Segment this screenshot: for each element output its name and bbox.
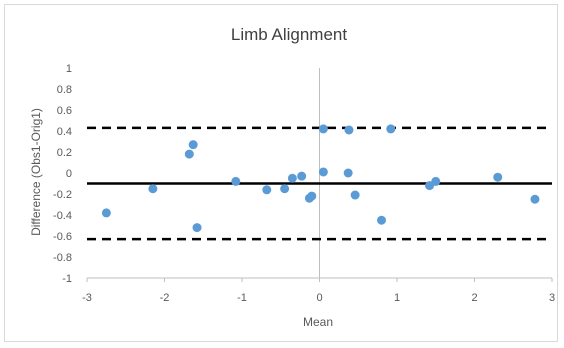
data-point <box>262 185 272 195</box>
y-axis-title: Difference (Obs1-Orig1) <box>29 108 43 236</box>
data-point <box>386 124 396 134</box>
data-point <box>343 168 353 178</box>
data-point <box>192 223 202 233</box>
data-point <box>148 184 158 194</box>
y-tick-label: 1 <box>66 63 72 75</box>
data-point <box>350 190 360 200</box>
y-tick-label: 0.8 <box>57 84 72 96</box>
data-point <box>297 171 307 181</box>
data-point <box>101 208 111 218</box>
data-point <box>530 194 540 204</box>
data-point <box>280 184 290 194</box>
data-point <box>493 172 503 182</box>
data-point <box>188 140 198 150</box>
data-point <box>287 173 297 183</box>
y-tick-label: -0.6 <box>53 231 72 243</box>
x-tick-label: 3 <box>549 292 555 304</box>
x-axis-title: Mean <box>303 315 333 329</box>
x-tick-label: -2 <box>160 292 170 304</box>
y-tick-label: -0.8 <box>53 252 72 264</box>
y-tick-label: 0.4 <box>57 126 72 138</box>
data-point <box>431 176 441 186</box>
data-point <box>184 149 194 159</box>
x-tick-label: 2 <box>471 292 477 304</box>
x-tick-label: -3 <box>82 292 92 304</box>
x-tick-label: -1 <box>237 292 247 304</box>
y-tick-label: -0.4 <box>53 210 72 222</box>
data-point <box>307 191 317 201</box>
chart-frame <box>4 4 558 342</box>
axes: -1 -0.8 -0.6 -0.4 -0.2 0 0.2 0.4 0.6 0.8 1 -3 -2 -1 0 1… <box>53 63 555 304</box>
y-tick-label: -0.2 <box>53 189 72 201</box>
data-point <box>318 167 328 177</box>
x-tick-label: 1 <box>394 292 400 304</box>
data-point <box>377 215 386 225</box>
y-tick-label: 0.6 <box>57 105 72 117</box>
data-point <box>344 125 354 135</box>
y-tick-label: 0 <box>66 168 72 180</box>
y-tick-label: 0.2 <box>57 147 72 159</box>
data-point <box>231 176 241 186</box>
x-tick-label: 0 <box>316 292 322 304</box>
data-points <box>101 124 540 233</box>
chart-title: Limb Alignment <box>231 25 348 44</box>
data-point <box>318 124 328 134</box>
y-tick-label: -1 <box>62 273 72 285</box>
